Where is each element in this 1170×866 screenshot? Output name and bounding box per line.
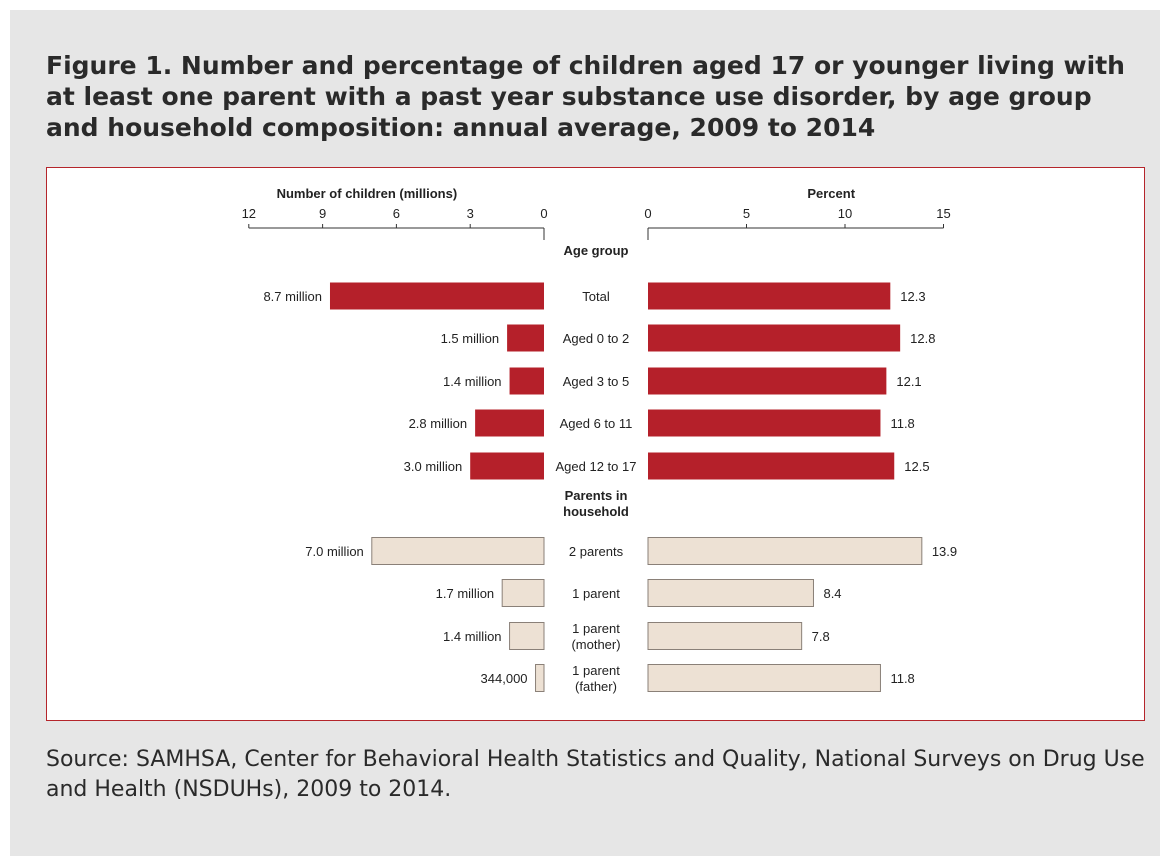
right-bar xyxy=(648,452,895,480)
left-bar-value-label: 8.7 million xyxy=(263,289,322,304)
category-label: 2 parents xyxy=(569,544,624,559)
left-bar xyxy=(475,409,544,437)
chart-frame: Number of children (millions) 12 9 6 3 0 Perce… xyxy=(46,167,1145,721)
butterfly-bar-chart: Number of children (millions) 12 9 6 3 0 Perce… xyxy=(242,186,958,694)
category-label: Aged 0 to 2 xyxy=(563,331,630,346)
category-label: 1 parent (father) xyxy=(572,663,620,694)
left-bar xyxy=(470,452,544,480)
left-axis-title: Number of children (millions) xyxy=(277,186,458,201)
figure-title: Figure 1. Number and percentage of child… xyxy=(46,51,1125,142)
left-bar-value-label: 1.4 million xyxy=(443,374,502,389)
right-bar xyxy=(648,409,881,437)
left-bar xyxy=(507,324,544,352)
right-bar-value-label: 8.4 xyxy=(823,586,841,601)
left-bar xyxy=(371,537,545,565)
group-header: Parents in household xyxy=(563,488,629,519)
right-axis-tick-label: 0 xyxy=(644,206,651,221)
left-bar xyxy=(509,367,544,395)
left-axis-tick-label: 9 xyxy=(319,206,326,221)
left-axis-tick-label: 0 xyxy=(540,206,547,221)
right-bar-value-label: 11.8 xyxy=(890,671,914,686)
category-label: 1 parent (mother) xyxy=(571,621,620,652)
right-bar xyxy=(647,537,923,565)
left-axis-tick-label: 12 xyxy=(242,206,256,221)
left-bar-value-label: 1.4 million xyxy=(443,629,502,644)
right-bar-value-label: 11.8 xyxy=(890,416,914,431)
right-bar-value-label: 12.1 xyxy=(896,374,921,389)
source-note: Source: SAMHSA, Center for Behavioral He… xyxy=(46,747,1145,802)
right-bar xyxy=(647,579,814,607)
right-bar-value-label: 12.8 xyxy=(910,331,935,346)
left-bar-value-label: 3.0 million xyxy=(404,459,463,474)
right-bar xyxy=(648,282,891,310)
left-bar-value-label: 7.0 million xyxy=(305,544,364,559)
right-axis-tick-label: 10 xyxy=(838,206,852,221)
category-label: Total xyxy=(582,289,610,304)
right-bar-value-label: 12.3 xyxy=(900,289,925,304)
right-bar-value-label: 12.5 xyxy=(904,459,929,474)
left-axis-tick-label: 6 xyxy=(393,206,400,221)
group-header: Age group xyxy=(564,243,629,258)
left-bar-value-label: 344,000 xyxy=(481,671,528,686)
right-axis-tick-label: 5 xyxy=(743,206,750,221)
left-axis-tick-label: 3 xyxy=(467,206,474,221)
right-bar-value-label: 13.9 xyxy=(932,544,957,559)
left-bar-value-label: 1.7 million xyxy=(436,586,495,601)
right-bar xyxy=(648,367,887,395)
left-bar-value-label: 1.5 million xyxy=(441,331,500,346)
right-bar xyxy=(648,324,901,352)
left-bar xyxy=(501,579,545,607)
right-axis-tick-label: 15 xyxy=(936,206,950,221)
category-label: Aged 12 to 17 xyxy=(556,459,637,474)
figure-panel: Figure 1. Number and percentage of child… xyxy=(10,10,1160,856)
category-label: 1 parent xyxy=(572,586,620,601)
right-bar-value-label: 7.8 xyxy=(812,629,830,644)
left-bar-value-label: 2.8 million xyxy=(409,416,468,431)
right-axis-title: Percent xyxy=(807,186,855,201)
right-bar xyxy=(647,664,881,692)
category-label: Aged 6 to 11 xyxy=(560,416,633,431)
left-bar xyxy=(509,622,545,650)
right-bar xyxy=(647,622,803,650)
left-bar xyxy=(329,282,544,310)
left-bar xyxy=(535,664,545,692)
category-label: Aged 3 to 5 xyxy=(563,374,630,389)
